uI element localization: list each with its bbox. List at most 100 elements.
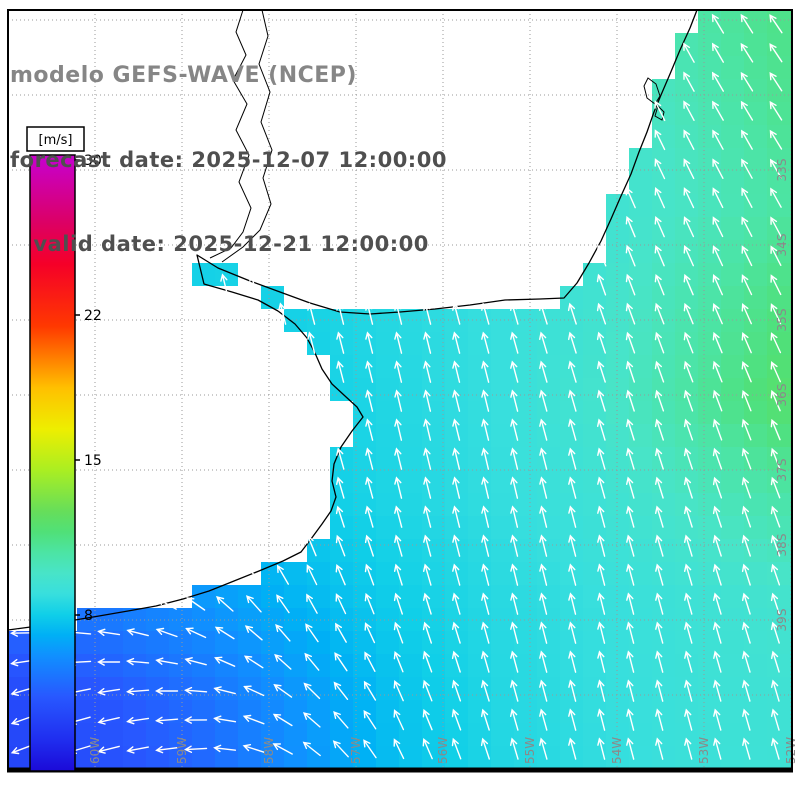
sea-cell: [353, 585, 376, 608]
sea-cell: [215, 585, 238, 608]
wind-arrow: [365, 476, 374, 499]
sea-cell: [698, 194, 721, 217]
sea-cell: [491, 677, 514, 700]
wind-arrow: [683, 216, 695, 238]
wind-arrow: [597, 389, 606, 412]
wind-arrow: [568, 476, 577, 499]
sea-cell: [307, 585, 330, 608]
wind-arrow: [215, 595, 234, 612]
wind-arrow: [683, 273, 694, 296]
wind-arrow: [684, 708, 693, 731]
wind-arrow: [423, 418, 432, 441]
sea-cell: [399, 493, 422, 516]
wind-arrow: [275, 623, 291, 642]
sea-cell: [537, 746, 560, 769]
wind-arrow: [423, 505, 432, 528]
wind-arrow: [654, 244, 665, 267]
wind-arrow: [451, 708, 462, 731]
wind-arrow: [336, 476, 345, 499]
sea-cell: [629, 286, 652, 309]
sea-cell: [537, 424, 560, 447]
sea-cell: [744, 746, 767, 769]
sea-cell: [744, 171, 767, 194]
sea-cell: [675, 562, 698, 585]
wind-arrow: [597, 592, 606, 615]
wind-arrow: [213, 686, 236, 695]
wind-arrow: [770, 361, 781, 383]
sea-cell: [100, 677, 123, 700]
wind-arrow: [510, 505, 519, 528]
wind-arrow: [597, 360, 606, 383]
sea-cell: [560, 746, 583, 769]
wind-arrow: [740, 100, 754, 121]
sea-cell: [192, 263, 215, 286]
sea-cell: [100, 746, 123, 769]
wind-arrow: [568, 679, 577, 702]
sea-cell: [652, 608, 675, 631]
sea-cell: [675, 263, 698, 286]
wind-arrow: [625, 244, 636, 267]
sea-cell: [353, 332, 376, 355]
wind-arrow: [539, 621, 548, 644]
wind-arrow: [770, 303, 782, 325]
sea-cell: [652, 746, 675, 769]
sea-cell: [514, 401, 537, 424]
sea-cell: [514, 378, 537, 401]
wind-arrow: [510, 331, 519, 354]
wind-arrow: [184, 686, 208, 695]
sea-cell: [629, 424, 652, 447]
wind-arrow: [394, 447, 403, 470]
sea-cell: [399, 585, 422, 608]
sea-cell: [767, 493, 790, 516]
wind-arrow: [452, 563, 461, 586]
sea-cell: [468, 585, 491, 608]
sea-cell: [123, 654, 146, 677]
wind-arrow: [568, 418, 577, 441]
sea-cell: [698, 700, 721, 723]
sea-cell: [399, 539, 422, 562]
wind-arrow: [539, 331, 548, 354]
wind-arrow: [184, 745, 208, 753]
wind-arrow: [770, 187, 782, 208]
sea-cell: [629, 677, 652, 700]
wind-arrow: [770, 389, 781, 412]
sea-cell: [422, 470, 445, 493]
sea-cell: [698, 125, 721, 148]
sea-cell: [767, 33, 790, 56]
sea-cell: [744, 539, 767, 562]
sea-cell: [652, 562, 675, 585]
wind-arrow: [597, 563, 606, 586]
wind-arrow: [365, 418, 374, 441]
sea-cell: [422, 539, 445, 562]
wind-arrow: [625, 187, 636, 209]
wind-arrow: [539, 389, 548, 412]
sea-cell: [100, 723, 123, 746]
sea-cell: [698, 470, 721, 493]
coast-layer: [7, 9, 698, 631]
sea-cell: [215, 746, 238, 769]
sea-cell: [123, 677, 146, 700]
sea-cell: [491, 470, 514, 493]
sea-cell: [100, 608, 123, 631]
wind-arrow: [336, 447, 345, 470]
sea-cell: [721, 102, 744, 125]
sea-cell: [514, 677, 537, 700]
sea-cell: [629, 378, 652, 401]
sea-cell: [675, 631, 698, 654]
sea-cell: [146, 746, 169, 769]
wind-arrow: [684, 505, 693, 528]
wind-arrow: [568, 708, 577, 731]
wind-arrow: [713, 737, 722, 760]
sea-cell: [307, 746, 330, 769]
wind-arrow: [741, 360, 752, 383]
wind-arrow: [245, 595, 262, 613]
sea-cell: [146, 723, 169, 746]
sea-cell: [721, 217, 744, 240]
wind-arrow: [769, 100, 783, 121]
wind-arrow: [770, 505, 781, 528]
sea-cell: [560, 332, 583, 355]
sea-cell: [675, 424, 698, 447]
sea-cell: [767, 332, 790, 355]
wind-arrow: [539, 737, 548, 760]
